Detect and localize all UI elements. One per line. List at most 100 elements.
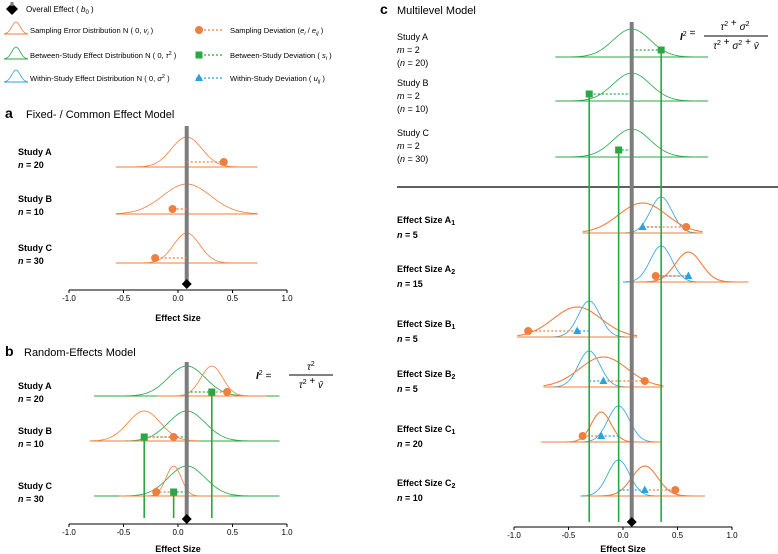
study-n-label: n = 30 — [18, 494, 44, 504]
legend-text: ) — [172, 51, 177, 60]
n-symbol: n — [397, 384, 403, 394]
legend-subscript: ij — [318, 79, 321, 85]
effect-n-label: n = 5 — [397, 230, 418, 240]
study-row: Study B n = 10 — [18, 183, 258, 217]
study-n-label: (n = 30) — [397, 154, 428, 164]
effect-size-row: Effect Size C1 n = 20 — [397, 405, 662, 449]
legend-text: Sampling Deviation ( — [230, 26, 301, 35]
effect-size-row: Effect Size A2 n = 15 — [397, 245, 749, 289]
panel-a-title: Fixed- / Common Effect Model — [26, 109, 174, 121]
effect-size-row: Effect Size B2 n = 5 — [397, 350, 664, 394]
n-value: 15 — [413, 279, 423, 289]
formula-exponent: 2 — [717, 40, 721, 47]
formula-symbol: τ — [721, 22, 726, 33]
legend-symbol: v — [144, 26, 149, 35]
formula-symbol: σ — [732, 41, 739, 52]
study-n-label: n = 30 — [18, 256, 44, 266]
observed-effect-marker — [578, 432, 587, 440]
legend: Overall Effect ( b00 ) Sampling Error Dis… — [4, 2, 332, 85]
x-tick-label: -0.5 — [117, 294, 131, 303]
m-value: 2 — [415, 91, 420, 101]
n-value: 5 — [413, 334, 418, 344]
study-n-label: (n = 10) — [397, 104, 428, 114]
panel-a-letter: a — [5, 105, 13, 121]
legend-text: Within-Study Effect Distribution N ( 0, — [30, 74, 157, 83]
formula-exponent: 2 — [303, 379, 307, 386]
x-tick-label: -0.5 — [562, 531, 576, 540]
effect-label-text: Effect Size C — [397, 478, 452, 488]
legend-text: ) — [149, 26, 154, 35]
legend-superscript: 2 — [169, 51, 172, 57]
n-symbol: n — [18, 160, 24, 170]
m-symbol: m — [397, 45, 405, 55]
legend-superscript: 2 — [162, 74, 165, 80]
m-value: 2 — [415, 45, 420, 55]
sampling-error-distribution — [119, 465, 229, 497]
formula-symbol: τ — [713, 41, 718, 52]
effect-n-label: n = 5 — [397, 384, 418, 394]
n-value: 10 — [34, 439, 44, 449]
observed-effect-marker — [169, 433, 178, 441]
legend-triangle-marker — [195, 73, 203, 81]
effect-label-text: Effect Size B — [397, 369, 452, 379]
n-value: 20 — [415, 58, 425, 68]
study-label: Study B — [397, 78, 429, 88]
study-m-label: m = 2 — [397, 91, 420, 101]
formula-exponent: 2 — [724, 21, 728, 28]
effect-size-label: Effect Size B2 — [397, 369, 456, 381]
x-tick-label: 0.0 — [172, 528, 184, 537]
observed-effect-marker — [651, 272, 660, 280]
study-true-effect-marker — [140, 433, 148, 441]
legend-symbol: τ — [166, 51, 170, 60]
study-n-label: n = 20 — [18, 394, 44, 404]
true-effect-marker — [599, 376, 608, 384]
panel-c-title: Multilevel Model — [397, 5, 476, 17]
n-symbol: n — [18, 394, 24, 404]
effect-size-label: Effect Size C1 — [397, 424, 456, 436]
x-tick-label: -1.0 — [62, 294, 76, 303]
effect-label-text: Effect Size A — [397, 264, 452, 274]
true-effect-marker — [684, 271, 693, 279]
x-tick-label: 0.0 — [617, 531, 629, 540]
n-symbol: n — [397, 279, 403, 289]
legend-square-marker — [195, 51, 203, 59]
study-row: Study C m = 2 (n = 30) — [397, 128, 709, 164]
formula-exponent: 2 — [683, 31, 687, 38]
study-n-label: n = 20 — [18, 160, 44, 170]
n-value: 20 — [34, 160, 44, 170]
legend-symbol: σ — [157, 74, 162, 83]
legend-subscript: i — [326, 56, 328, 62]
x-tick-label: -0.5 — [117, 528, 131, 537]
study-label: Study A — [18, 381, 52, 391]
formula-symbol: σ — [740, 22, 747, 33]
x-tick-label: 0.5 — [227, 528, 239, 537]
sampling-error-distribution — [89, 410, 199, 442]
x-tick-label: 1.0 — [281, 528, 293, 537]
n-value: 5 — [413, 230, 418, 240]
n-symbol: n — [18, 207, 24, 217]
n-symbol: n — [18, 439, 24, 449]
true-effect-marker — [573, 326, 582, 334]
n-symbol: n — [18, 256, 24, 266]
legend-text: Between-Study Deviation ( — [230, 51, 322, 60]
n-value: 10 — [415, 104, 425, 114]
formula-symbol: v̄ — [754, 41, 760, 52]
formula-denominator: τ2 + v̄ — [299, 376, 324, 391]
n-symbol: n — [397, 493, 403, 503]
legend-item-label: Sampling Error Distribution N ( 0, vi ) — [30, 26, 154, 37]
study-row: Study B n = 10 — [18, 410, 280, 449]
n-symbol: n — [400, 154, 405, 164]
n-symbol: n — [400, 58, 405, 68]
legend-symbol: u — [314, 74, 319, 83]
formula-numerator: τ2 + σ2 — [721, 18, 750, 33]
legend-orange-curve — [4, 21, 28, 35]
observed-effect-marker — [524, 327, 533, 335]
overall-effect-diamond — [626, 517, 637, 527]
effect-n-label: n = 10 — [397, 493, 423, 503]
legend-text: ) — [319, 26, 324, 35]
legend-item-label: Sampling Deviation (ei / eij ) — [230, 26, 324, 37]
formula-denominator: τ2 + σ2 + v̄ — [713, 37, 759, 52]
x-tick-label: -1.0 — [62, 528, 76, 537]
legend-text: Overall Effect — [26, 5, 75, 14]
formula-symbol: v̄ — [318, 380, 324, 391]
